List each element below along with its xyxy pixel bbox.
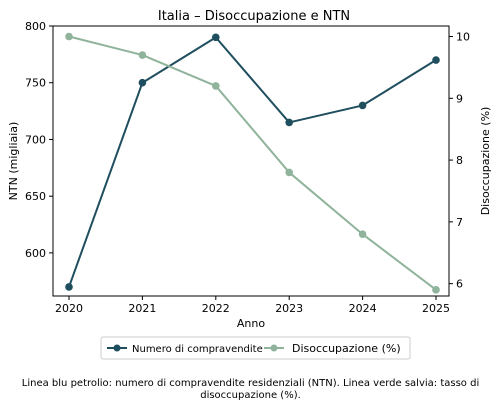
y-right-tick-label: 9: [456, 92, 463, 105]
y-left-tick-label: 650: [25, 190, 46, 203]
y-right-tick-label: 10: [456, 31, 470, 44]
y-right-tick-label: 7: [456, 216, 463, 229]
data-point-ntn: [432, 56, 440, 64]
y-axis-left-label: NTN (migliaia): [7, 122, 20, 201]
legend: Numero di compravendite Disoccupazione (…: [100, 336, 411, 360]
series-line-ntn: [68, 36, 437, 288]
chart-title: Italia – Disoccupazione e NTN: [158, 9, 350, 24]
data-point-disoccupazione: [138, 51, 147, 59]
y-left-tick-label: 750: [25, 77, 46, 90]
legend-label-disoccupazione: Disoccupazione (%): [292, 342, 401, 355]
x-tick-label: 2022: [202, 302, 230, 315]
y-left-tick-label: 800: [25, 20, 46, 33]
x-tick-label: 2025: [422, 302, 450, 315]
y-right-tick-label: 6: [456, 278, 463, 291]
y-axis-right-label: Disoccupazione (%): [479, 107, 492, 216]
x-axis-label: Anno: [237, 317, 265, 330]
x-tick-label: 2024: [349, 302, 377, 315]
chart-caption: Linea blu petrolio: numero di compravend…: [21, 378, 480, 401]
data-point-ntn: [65, 283, 73, 291]
data-point-ntn: [212, 33, 220, 42]
chart-svg: Italia – Disoccupazione e NTN Anno NTN (…: [7, 9, 492, 360]
series-layer: [65, 32, 440, 294]
data-point-disoccupazione: [212, 82, 220, 90]
legend-label-ntn: Numero di compravendite: [132, 344, 263, 355]
y-left-tick-label: 600: [25, 247, 46, 260]
y-right-tick-label: 8: [456, 154, 463, 167]
x-tick-label: 2020: [55, 302, 83, 315]
x-tick-label: 2023: [275, 302, 303, 315]
x-tick-label: 2021: [128, 302, 156, 315]
data-point-disoccupazione: [432, 286, 440, 294]
data-point-disoccupazione: [358, 230, 367, 239]
data-point-ntn: [285, 118, 294, 127]
data-point-ntn: [358, 101, 367, 110]
plot-area-frame: [52, 25, 450, 297]
data-point-disoccupazione: [285, 168, 294, 177]
legend-marker-ntn: [113, 344, 121, 352]
ticks-layer: 2020 2021 2022 2023 2024 2025 600 650 700 750 800 6…: [25, 20, 470, 315]
legend-marker-disoccupazione: [270, 344, 278, 352]
y-left-tick-label: 700: [25, 133, 46, 146]
data-point-ntn: [138, 78, 147, 87]
legend-frame: [100, 336, 411, 360]
series-line-disoccupazione: [68, 35, 437, 291]
data-point-disoccupazione: [65, 32, 73, 41]
